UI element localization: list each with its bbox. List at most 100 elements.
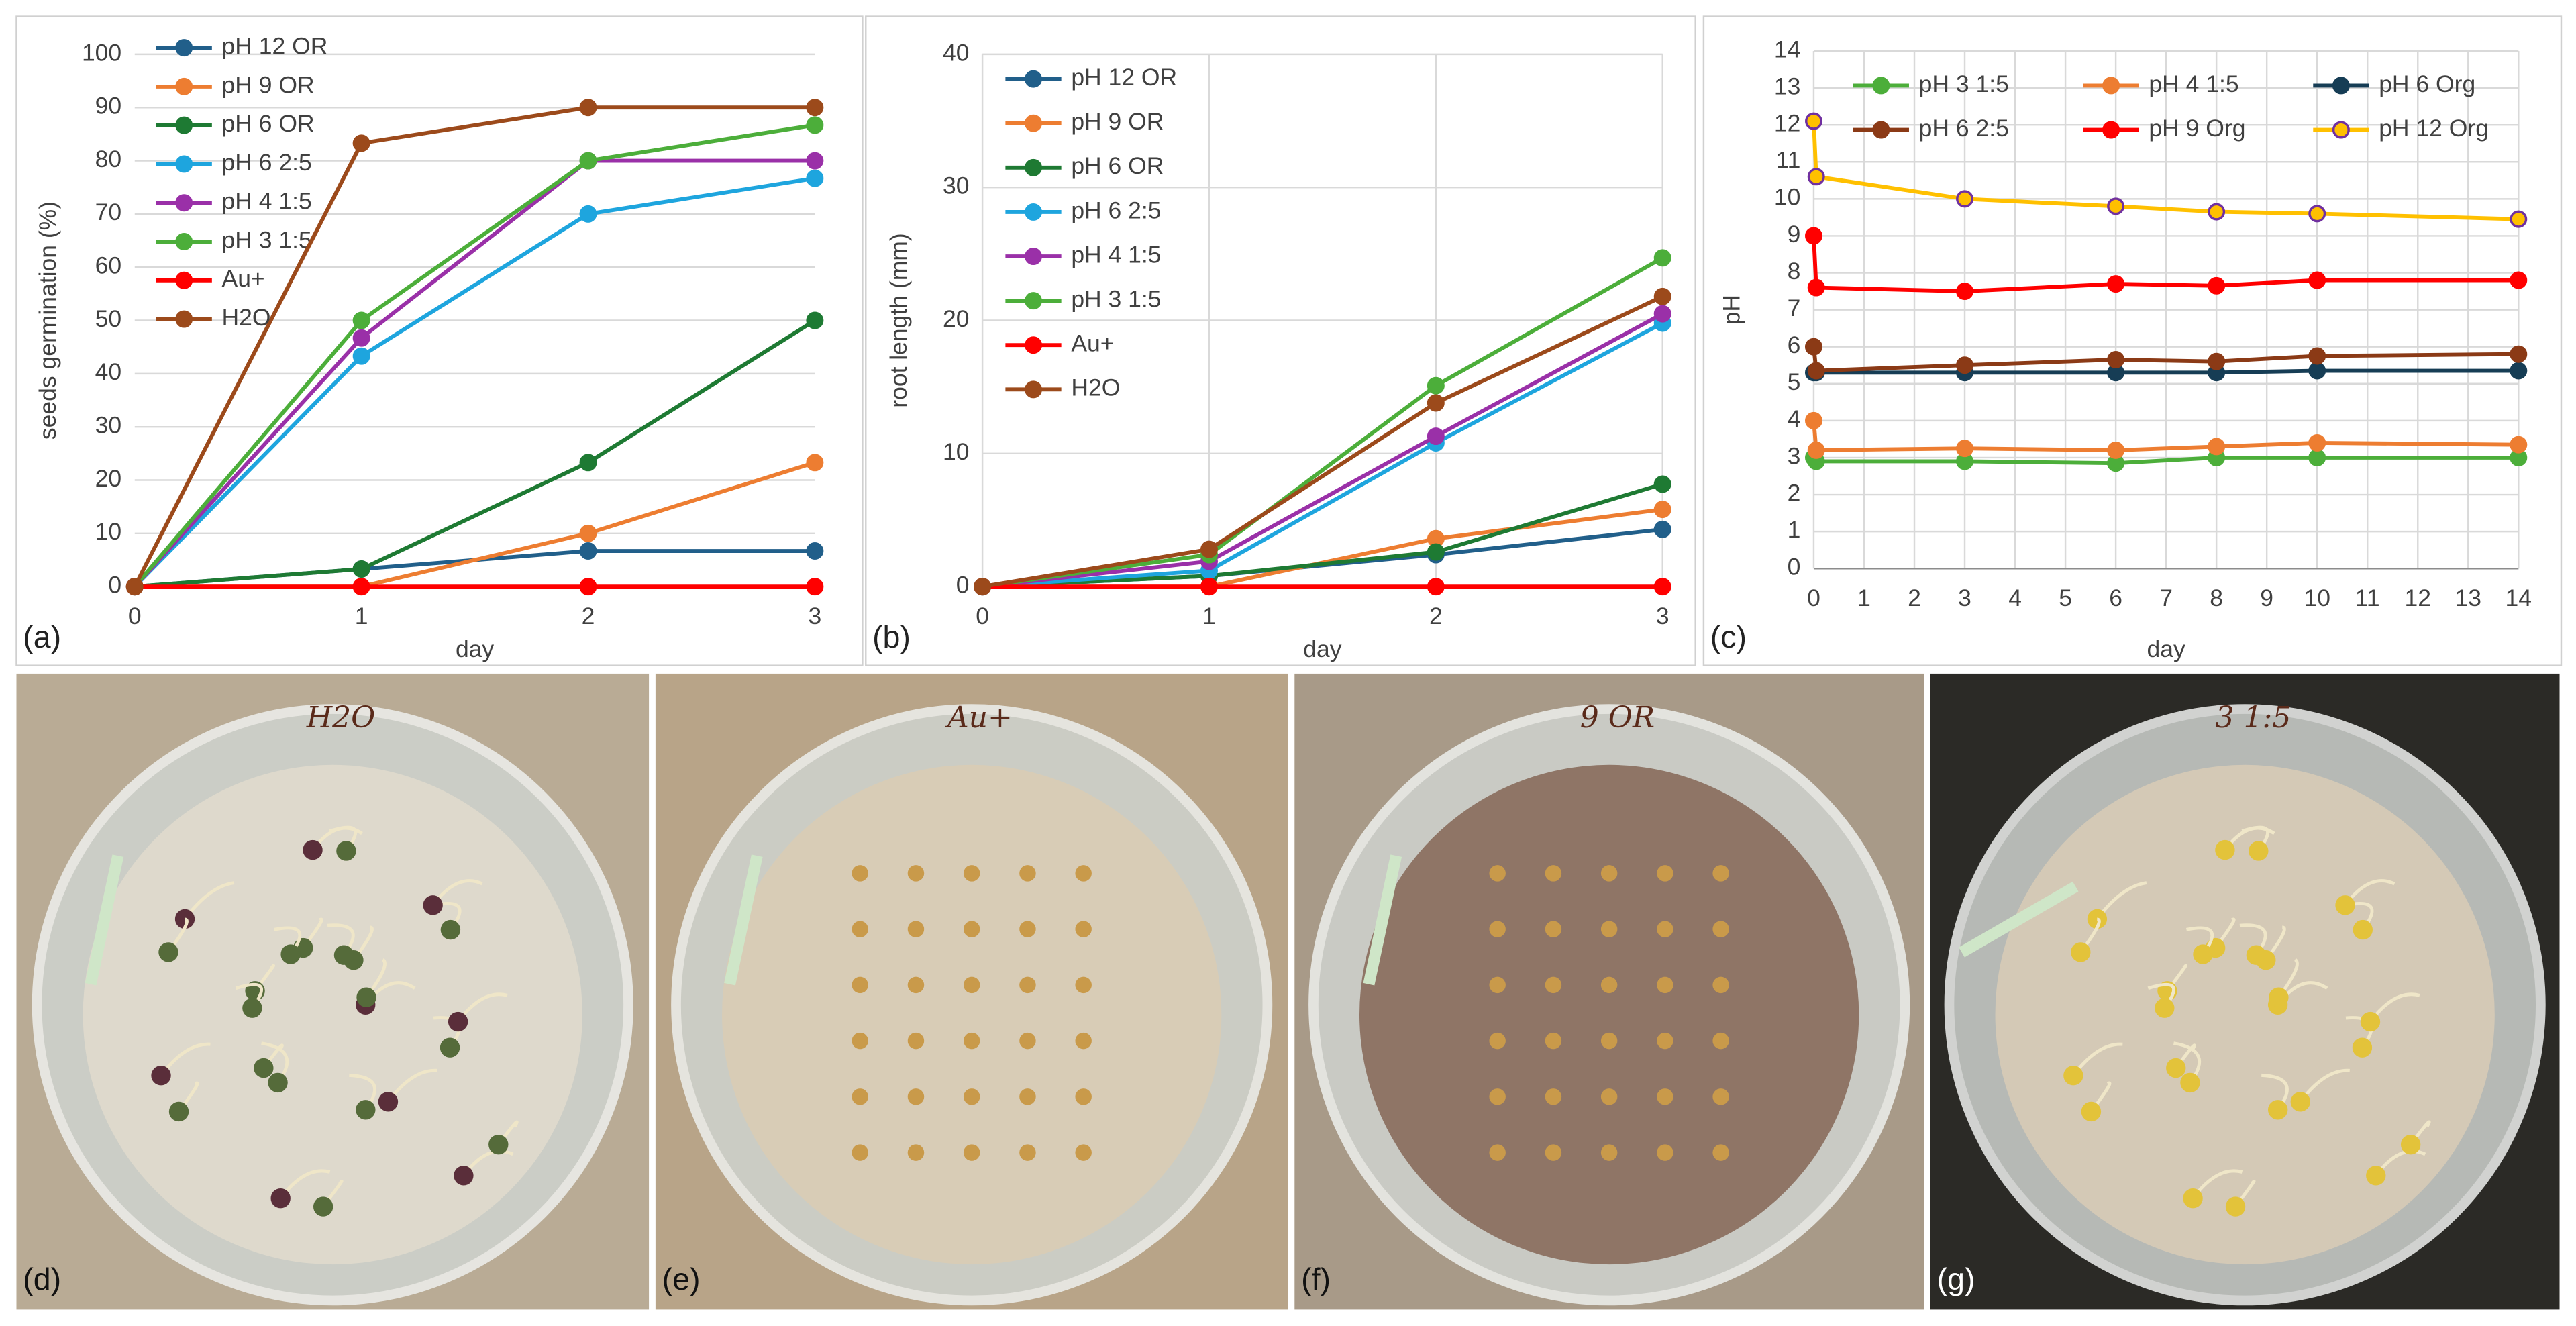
leaf (2155, 998, 2175, 1018)
photo-label: (g) (1937, 1262, 1975, 1296)
x-tick-label: 7 (2159, 584, 2173, 611)
data-point (2308, 448, 2326, 466)
legend-marker (1025, 292, 1042, 310)
leaf (378, 1092, 399, 1112)
data-point (1653, 578, 1671, 596)
data-point (2510, 436, 2528, 454)
legend-marker (1025, 248, 1042, 266)
data-point (2208, 438, 2226, 456)
x-axis-label: day (456, 635, 494, 662)
leaf (2353, 919, 2373, 940)
seed (907, 1144, 925, 1161)
legend-label: pH 6 2:5 (222, 149, 312, 176)
data-point (2308, 205, 2326, 223)
x-tick-label: 1 (355, 603, 368, 629)
seed (1600, 921, 1618, 937)
data-point (1200, 540, 1218, 558)
legend-label: pH 4 1:5 (222, 188, 312, 215)
legend-marker (175, 116, 193, 134)
x-axis-label: day (2147, 635, 2185, 662)
legend-marker (175, 155, 193, 173)
seed (963, 976, 980, 994)
y-axis-label: pH (1718, 295, 1745, 325)
seed (1545, 976, 1562, 994)
seed (1075, 865, 1092, 882)
seed (1019, 865, 1036, 882)
ruler (1363, 854, 1402, 986)
seed (1657, 1144, 1673, 1161)
data-point (2308, 271, 2326, 289)
seed (1545, 921, 1562, 937)
x-tick-label: 10 (2304, 584, 2330, 611)
data-point (2208, 276, 2226, 295)
data-point (1653, 305, 1671, 323)
y-tick-label: 7 (1788, 295, 1801, 321)
data-point (125, 578, 144, 596)
leaf (2225, 1196, 2246, 1217)
leaf (242, 998, 262, 1018)
seed (852, 1032, 868, 1050)
seed (1657, 865, 1673, 882)
seed (1545, 1032, 1562, 1050)
seed (1657, 921, 1673, 937)
panel-label: (a) (23, 619, 61, 654)
x-tick-label: 2 (1429, 603, 1443, 629)
data-point (1427, 543, 1445, 561)
legend-label: Au+ (1071, 330, 1114, 357)
y-tick-label: 14 (1774, 36, 1801, 62)
legend-marker (2102, 76, 2120, 95)
seed (963, 865, 980, 882)
seed (1712, 1032, 1729, 1050)
leaf (2290, 1092, 2310, 1112)
seed (963, 921, 980, 937)
seed (1600, 1144, 1618, 1161)
data-point (806, 152, 824, 170)
series-line (1813, 368, 2519, 375)
legend-label: pH 3 1:5 (222, 226, 312, 253)
legend-marker (175, 233, 193, 250)
y-tick-label: 0 (956, 572, 970, 599)
leaf (454, 1166, 474, 1186)
data-point (2107, 350, 2125, 368)
data-point (579, 454, 597, 472)
x-tick-label: 8 (2210, 584, 2223, 611)
legend-label: pH 12 OR (222, 32, 328, 59)
y-tick-label: 30 (943, 172, 970, 199)
x-tick-label: 14 (2506, 584, 2532, 611)
leaf (423, 895, 443, 915)
leaf (333, 945, 354, 965)
legend-label: pH 6 Org (2379, 70, 2475, 97)
data-point (2208, 352, 2226, 370)
legend-label: pH 4 1:5 (1071, 241, 1161, 268)
seed (1019, 1088, 1036, 1105)
seed (1545, 1088, 1562, 1105)
data-point (1807, 278, 1825, 297)
legend-label: H2O (1071, 374, 1120, 401)
leaf (356, 987, 376, 1007)
data-point (1807, 168, 1825, 186)
legend-marker (175, 77, 193, 95)
x-tick-label: 12 (2405, 584, 2432, 611)
photo-label: (e) (662, 1262, 701, 1296)
data-point (806, 99, 824, 117)
seed (1600, 1032, 1618, 1050)
ruler (1959, 881, 2079, 958)
dish-marking: 3 1:5 (2215, 701, 2291, 735)
legend-marker (175, 271, 193, 289)
data-point (579, 152, 597, 170)
x-tick-label: 4 (2008, 584, 2022, 611)
seed (852, 921, 868, 937)
data-point (2308, 347, 2326, 365)
legend-label: pH 4 1:5 (2149, 70, 2238, 97)
panel-label: (b) (872, 619, 911, 654)
legend-marker (2332, 76, 2350, 95)
data-point (2308, 362, 2326, 380)
seed (1489, 921, 1506, 937)
leaf (2366, 1166, 2386, 1186)
legend-marker (175, 310, 193, 328)
data-point (352, 347, 370, 365)
series-line (133, 123, 815, 589)
leaf (254, 1058, 274, 1078)
y-tick-label: 100 (82, 39, 121, 66)
